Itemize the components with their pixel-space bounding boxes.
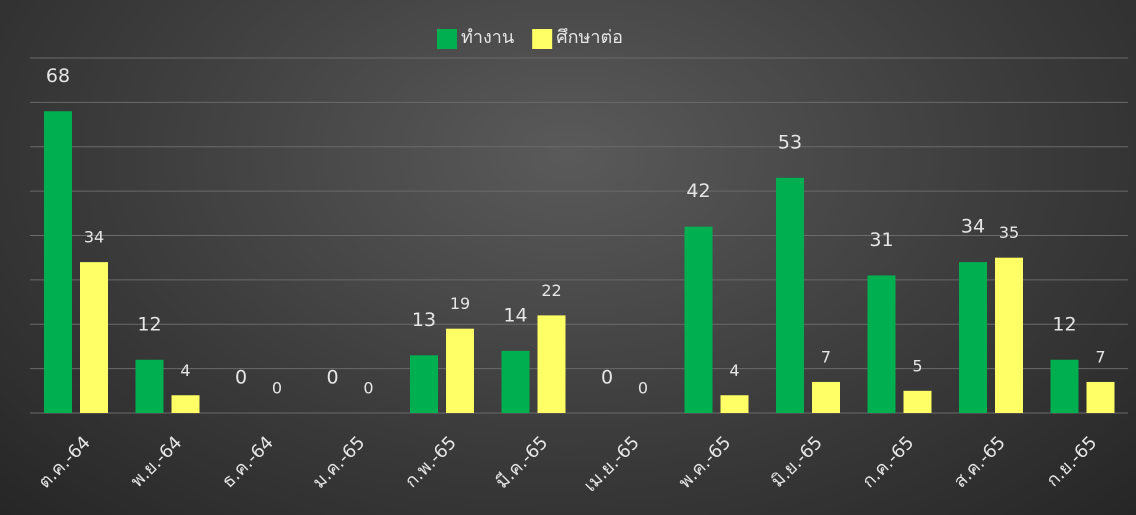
bar [1050,359,1079,413]
x-tick-label: ธ.ค.-64 [218,432,278,492]
data-label: 12 [137,313,161,335]
x-tick-label: พ.ย.-64 [127,432,187,492]
data-label: 12 [1052,313,1076,335]
bar [1086,381,1115,413]
data-label: 0 [235,367,247,389]
legend-swatch [437,29,457,49]
data-label: 31 [869,229,893,251]
legend-swatch [532,29,553,49]
data-label: 42 [686,180,710,202]
x-tick-label: พ.ค.-65 [675,432,736,493]
data-label: 4 [180,361,190,380]
bar [537,315,566,413]
x-tick-label: มิ.ย.-65 [767,432,827,492]
data-label: 0 [601,367,613,389]
x-tick-label: ก.พ.-65 [401,432,461,492]
bar [812,381,840,413]
x-tick-label: เม.ย.-65 [580,432,644,496]
x-tick-label: ม.ค.-65 [309,432,370,493]
x-tick-label: ส.ค.-65 [950,432,1010,492]
bar [44,111,72,413]
bar [684,226,713,413]
data-label: 13 [412,309,436,331]
data-label: 0 [638,379,648,398]
bar [501,350,530,413]
bar [80,262,108,413]
bar [171,395,200,413]
bar [446,328,474,413]
bar [720,395,749,413]
x-tick-label: ก.ย.-65 [1042,432,1101,491]
data-label: 68 [46,65,70,87]
data-label: 0 [363,379,373,398]
data-label: 34 [961,216,985,238]
bar [995,257,1023,413]
legend-label: ทำงาน [461,27,514,48]
data-label: 19 [450,294,470,313]
data-label: 34 [84,228,104,247]
data-label: 4 [729,361,739,380]
legend-label: ศึกษาต่อ [556,27,623,48]
bar [410,355,438,413]
data-label: 22 [541,281,561,300]
bar [903,390,932,413]
data-label: 0 [272,379,282,398]
data-label: 0 [326,367,338,389]
bar [776,177,804,413]
bar [959,262,987,413]
data-label: 14 [503,304,527,326]
bar [135,359,164,413]
data-label: 5 [912,356,922,375]
x-tick-label: มี.ค.-65 [492,432,553,493]
data-label: 7 [1095,347,1105,366]
data-label: 7 [821,347,831,366]
x-tick-label: ก.ค.-65 [858,432,918,492]
data-label: 53 [778,131,802,153]
x-tick-label: ต.ค.-64 [34,432,95,493]
bar [867,275,896,413]
data-label: 35 [999,223,1019,242]
